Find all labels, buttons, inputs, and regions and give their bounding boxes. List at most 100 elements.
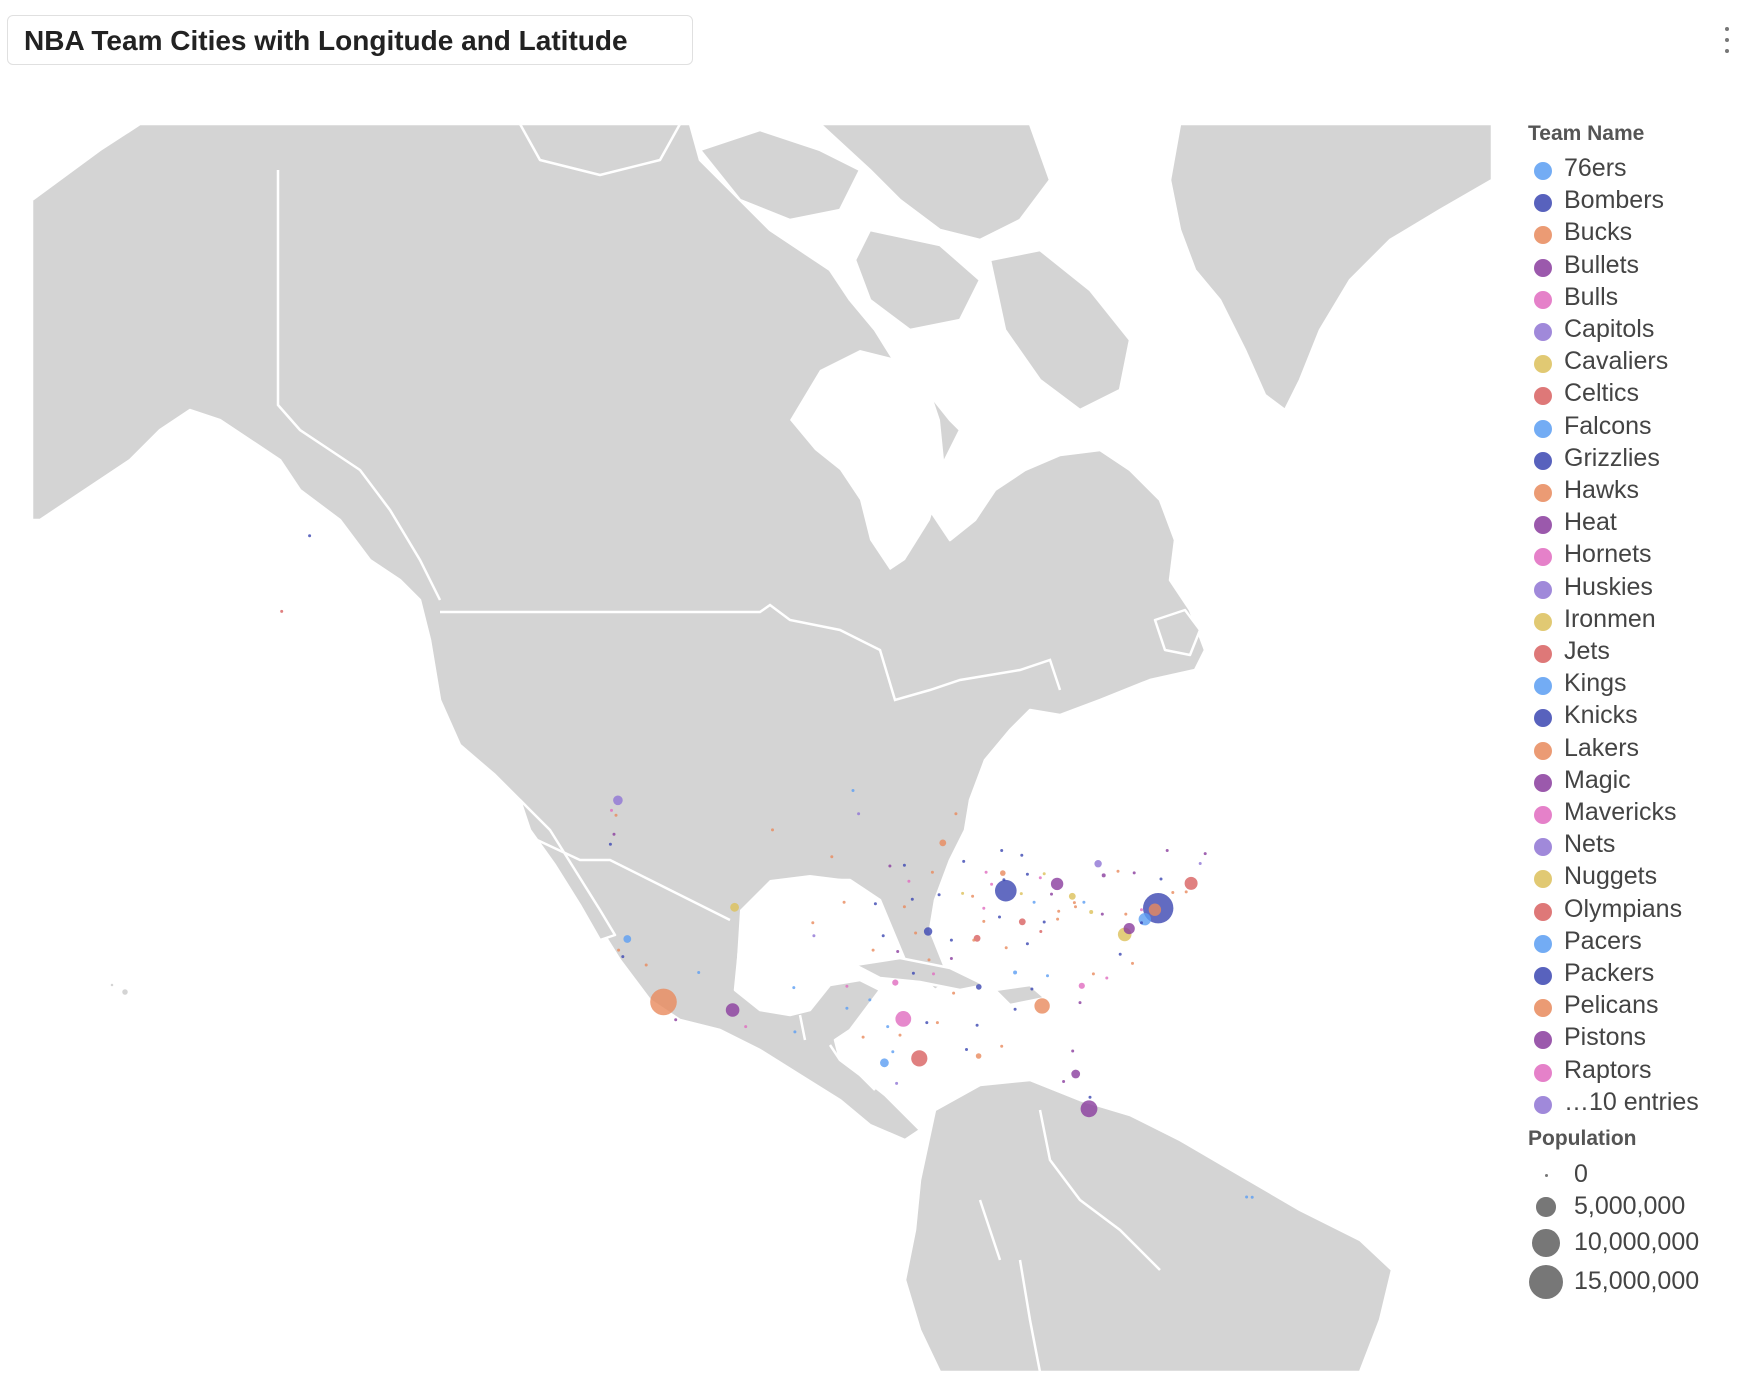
city-point[interactable]: [1057, 909, 1061, 913]
city-point[interactable]: [935, 1021, 939, 1025]
legend-item[interactable]: Bullets: [1528, 251, 1743, 281]
city-point[interactable]: [892, 979, 899, 986]
city-point[interactable]: [982, 906, 986, 910]
city-point[interactable]: [1171, 891, 1175, 894]
city-point[interactable]: [623, 935, 632, 943]
city-point[interactable]: [1088, 1095, 1092, 1099]
city-point[interactable]: [1165, 849, 1169, 852]
city-point[interactable]: [697, 971, 701, 974]
city-point[interactable]: [674, 1018, 678, 1022]
city-point[interactable]: [990, 882, 994, 886]
city-point[interactable]: [793, 1030, 797, 1034]
city-point[interactable]: [1078, 1001, 1082, 1005]
city-point[interactable]: [971, 894, 975, 898]
legend-item[interactable]: Olympians: [1528, 895, 1743, 925]
city-point[interactable]: [851, 789, 855, 792]
legend-item[interactable]: Kings: [1528, 669, 1743, 699]
city-point[interactable]: [730, 902, 739, 912]
legend-item[interactable]: Nets: [1528, 830, 1743, 860]
city-point[interactable]: [1203, 852, 1207, 856]
city-point[interactable]: [1042, 920, 1046, 924]
city-point[interactable]: [910, 897, 914, 901]
city-point[interactable]: [644, 963, 648, 967]
city-point[interactable]: [914, 931, 918, 935]
legend-item[interactable]: Celtics: [1528, 379, 1743, 409]
city-point[interactable]: [1184, 890, 1188, 894]
city-point[interactable]: [650, 988, 677, 1016]
city-point[interactable]: [1038, 876, 1042, 880]
more-vertical-icon[interactable]: [1716, 22, 1738, 58]
city-point[interactable]: [608, 842, 612, 846]
city-point[interactable]: [939, 839, 947, 847]
city-point[interactable]: [811, 921, 815, 925]
city-point[interactable]: [982, 919, 986, 923]
legend-item[interactable]: Bucks: [1528, 218, 1743, 248]
city-point[interactable]: [907, 879, 911, 883]
city-point[interactable]: [973, 934, 981, 942]
city-point[interactable]: [280, 609, 284, 613]
city-point[interactable]: [861, 1035, 865, 1039]
legend-item[interactable]: Knicks: [1528, 701, 1743, 731]
city-point[interactable]: [617, 948, 621, 952]
city-point[interactable]: [1062, 1080, 1066, 1083]
city-point[interactable]: [1118, 952, 1122, 956]
city-point[interactable]: [927, 958, 931, 962]
city-point[interactable]: [1074, 905, 1077, 909]
legend-item[interactable]: Lakers: [1528, 734, 1743, 764]
city-point[interactable]: [612, 832, 616, 836]
city-point[interactable]: [911, 971, 915, 975]
city-point[interactable]: [830, 855, 834, 859]
city-point[interactable]: [1050, 892, 1053, 896]
city-point[interactable]: [896, 950, 900, 953]
city-point[interactable]: [1050, 877, 1064, 891]
legend-item[interactable]: Pacers: [1528, 927, 1743, 957]
city-point[interactable]: [972, 938, 976, 942]
legend-item[interactable]: Pelicans: [1528, 991, 1743, 1021]
city-point[interactable]: [1019, 892, 1023, 896]
legend-item[interactable]: …10 entries: [1528, 1088, 1743, 1118]
city-point[interactable]: [902, 905, 906, 909]
city-point[interactable]: [881, 934, 885, 938]
legend-item[interactable]: Cavaliers: [1528, 347, 1743, 377]
city-point[interactable]: [998, 915, 1001, 919]
city-point[interactable]: [1140, 908, 1143, 912]
city-point[interactable]: [898, 1033, 902, 1037]
city-point[interactable]: [1002, 878, 1006, 882]
city-point[interactable]: [1140, 921, 1143, 925]
legend-item[interactable]: Capitols: [1528, 315, 1743, 345]
legend-item[interactable]: Huskies: [1528, 573, 1743, 603]
city-point[interactable]: [962, 859, 966, 863]
city-point[interactable]: [930, 870, 934, 874]
legend-item[interactable]: Raptors: [1528, 1056, 1743, 1086]
city-point[interactable]: [308, 534, 312, 538]
city-point[interactable]: [1116, 869, 1120, 873]
legend-item[interactable]: Hawks: [1528, 476, 1743, 506]
city-point[interactable]: [1071, 1069, 1081, 1079]
city-point[interactable]: [1056, 917, 1060, 921]
city-point[interactable]: [1101, 873, 1106, 878]
city-point[interactable]: [1068, 892, 1076, 900]
city-point[interactable]: [613, 795, 623, 806]
city-point[interactable]: [1039, 930, 1043, 933]
city-point[interactable]: [1245, 1195, 1249, 1199]
legend-item[interactable]: Heat: [1528, 508, 1743, 538]
legend-item[interactable]: Mavericks: [1528, 798, 1743, 828]
city-point[interactable]: [902, 863, 906, 867]
city-point[interactable]: [1100, 912, 1104, 916]
city-point[interactable]: [1159, 877, 1163, 881]
city-point[interactable]: [880, 1058, 889, 1068]
city-point[interactable]: [1148, 903, 1162, 916]
city-point[interactable]: [886, 1025, 890, 1029]
city-point[interactable]: [1032, 900, 1036, 904]
city-point[interactable]: [621, 955, 625, 959]
city-point[interactable]: [610, 808, 613, 812]
city-point[interactable]: [1124, 912, 1128, 916]
city-point[interactable]: [891, 1050, 895, 1054]
city-point[interactable]: [975, 1053, 982, 1059]
legend-item[interactable]: 76ers: [1528, 154, 1743, 184]
city-point[interactable]: [1082, 900, 1086, 904]
city-point[interactable]: [1105, 976, 1109, 980]
legend-item[interactable]: Pistons: [1528, 1023, 1743, 1053]
city-point[interactable]: [1025, 942, 1029, 946]
city-point[interactable]: [925, 1021, 929, 1025]
